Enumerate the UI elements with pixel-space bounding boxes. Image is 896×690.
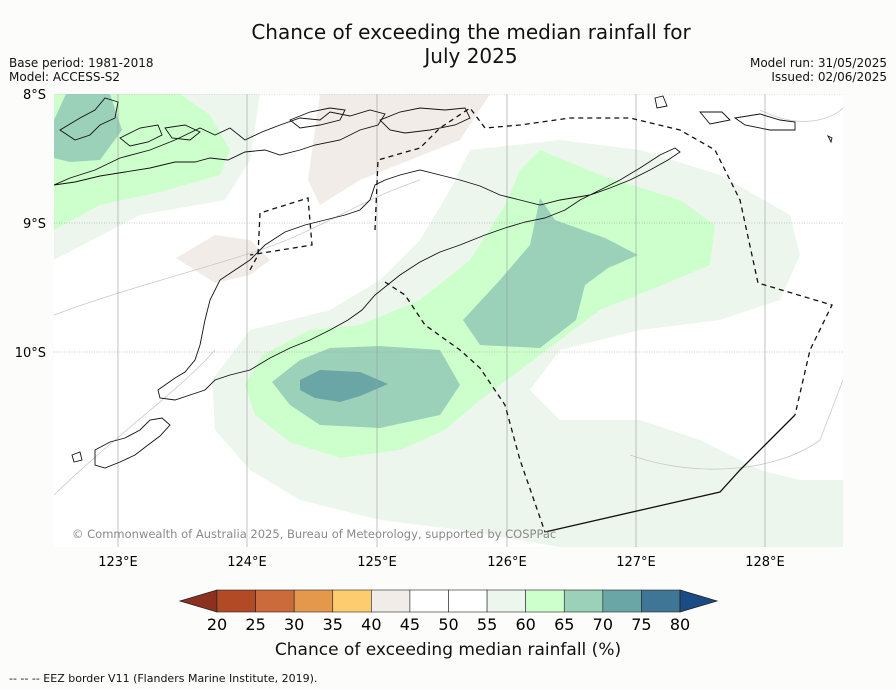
colorbar-cell bbox=[641, 589, 681, 613]
colorbar-cell bbox=[332, 589, 372, 613]
colorbar-tick-label: 35 bbox=[323, 615, 343, 634]
colorbar-cell bbox=[293, 589, 334, 613]
title-line-2: July 2025 bbox=[424, 44, 518, 68]
island-ne bbox=[654, 95, 668, 109]
lat-label-10s: 10°S bbox=[15, 346, 46, 361]
eez-solid bbox=[544, 414, 796, 533]
lon-labels: 123°E 124°E 125°E 126°E 127°E 128°E bbox=[98, 555, 785, 570]
colorbar-tick-label: 30 bbox=[284, 615, 304, 634]
eez-timor-south bbox=[384, 281, 546, 533]
island-ne-2 bbox=[733, 113, 796, 131]
title-line-1: Chance of exceeding the median rainfall … bbox=[251, 20, 691, 44]
colorbar-tick-label: 45 bbox=[400, 615, 420, 634]
colorbar-tick-label: 60 bbox=[515, 615, 535, 634]
lat-label-9s: 9°S bbox=[23, 217, 46, 232]
eez-timor-north bbox=[374, 107, 833, 416]
island-north-3 bbox=[164, 124, 201, 141]
lon-label-125e: 125°E bbox=[357, 555, 397, 570]
colorbar-under-arrow bbox=[178, 589, 218, 613]
colorbar-ticks: 20 25 30 35 40 45 50 55 60 65 70 75 80 bbox=[207, 615, 690, 634]
colorbar-cell bbox=[255, 589, 295, 613]
gridlines bbox=[54, 94, 843, 547]
map-title: Chance of exceeding the median rainfall … bbox=[0, 20, 896, 68]
rote-coast bbox=[94, 417, 171, 469]
colorbar-cells bbox=[216, 589, 681, 613]
colorbar-cell bbox=[525, 589, 565, 613]
colorbar-tick-label: 75 bbox=[631, 615, 651, 634]
colorbar-tick-label: 25 bbox=[245, 615, 265, 634]
island-ne-3 bbox=[699, 111, 731, 125]
colorbar-cell bbox=[563, 589, 604, 613]
meta-left: Base period: 1981-2018 Model: ACCESS-S2 bbox=[9, 56, 154, 84]
meta-right: Model run: 31/05/2025 Issued: 02/06/2025 bbox=[750, 56, 887, 84]
map-copyright: © Commonwealth of Australia 2025, Bureau… bbox=[72, 527, 557, 541]
map-panel bbox=[54, 94, 843, 547]
colorbar-cell bbox=[448, 589, 488, 613]
colorbar-tick-label: 50 bbox=[438, 615, 458, 634]
contour-70-75-south bbox=[300, 370, 388, 402]
lon-label-124e: 124°E bbox=[227, 555, 267, 570]
lon-label-127e: 127°E bbox=[616, 555, 656, 570]
colorbar-tick-label: 55 bbox=[477, 615, 497, 634]
lat-labels: 8°S 9°S 10°S bbox=[15, 88, 46, 361]
eez-timor-west bbox=[249, 197, 313, 271]
colorbar: 20 25 30 35 40 45 50 55 60 65 70 75 80 bbox=[178, 589, 719, 634]
colorbar-cell bbox=[371, 589, 411, 613]
model-run: Model run: 31/05/2025 bbox=[749, 56, 887, 70]
colorbar-cell bbox=[486, 589, 526, 613]
flores-coast bbox=[54, 109, 386, 186]
colorbar-tick-label: 20 bbox=[207, 615, 227, 634]
colorbar-tick-label: 65 bbox=[554, 615, 574, 634]
timor-coast bbox=[157, 147, 681, 401]
contour-65-70-north bbox=[54, 94, 122, 162]
colorbar-tick-label: 80 bbox=[670, 615, 690, 634]
island-north-2 bbox=[119, 124, 163, 147]
issued-date: Issued: 02/06/2025 bbox=[771, 70, 887, 84]
lon-label-126e: 126°E bbox=[487, 555, 527, 570]
lat-label-8s: 8°S bbox=[23, 88, 46, 103]
east-small-isle bbox=[826, 134, 833, 144]
coastlines bbox=[54, 95, 833, 469]
eez-footnote: -- -- -- EEZ border V11 (Flanders Marine… bbox=[9, 672, 318, 685]
sabu-coast bbox=[71, 451, 83, 463]
colorbar-label: Chance of exceeding median rainfall (%) bbox=[274, 640, 622, 660]
lon-label-128e: 128°E bbox=[745, 555, 785, 570]
contour-40-45-north bbox=[308, 94, 490, 205]
contour-40-45-west bbox=[176, 235, 270, 283]
colorbar-tick-label: 70 bbox=[593, 615, 613, 634]
model-name: Model: ACCESS-S2 bbox=[9, 70, 121, 84]
alor-coast bbox=[289, 107, 346, 129]
colorbar-cell bbox=[409, 589, 449, 613]
colorbar-cell bbox=[602, 589, 642, 613]
wetar-coast bbox=[379, 107, 471, 134]
lon-label-123e: 123°E bbox=[98, 555, 138, 570]
colorbar-over-arrow bbox=[679, 589, 719, 613]
colorbar-tick-label: 40 bbox=[361, 615, 381, 634]
colorbar-cell bbox=[216, 589, 256, 613]
island-north-1 bbox=[59, 97, 119, 141]
eez-borders bbox=[249, 107, 833, 533]
base-period: Base period: 1981-2018 bbox=[9, 56, 154, 70]
